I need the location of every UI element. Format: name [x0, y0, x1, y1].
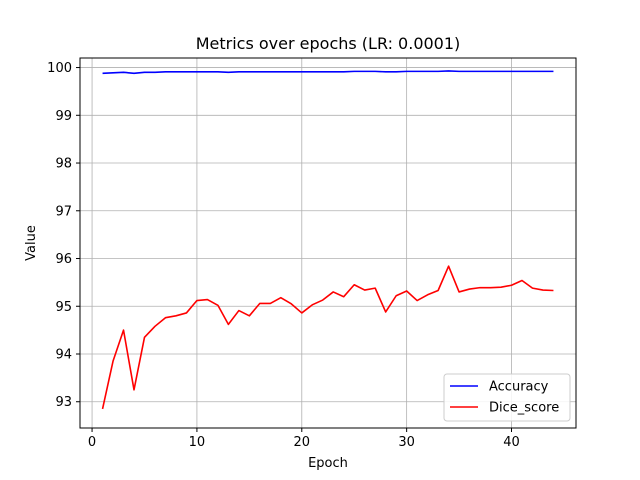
x-tick-label: 10 [189, 435, 206, 450]
axis-ticks: 0 10 20 30 40 93 94 95 96 97 98 99 100 [47, 61, 520, 450]
series-line-dice-score [101, 265, 554, 410]
y-axis-title: Value [24, 225, 39, 261]
y-tick-label: 93 [55, 395, 72, 410]
y-tick-label: 96 [55, 252, 72, 267]
y-tick-label: 95 [55, 300, 72, 315]
plot-area [80, 58, 576, 428]
plot-frame [79, 57, 577, 429]
legend-label-accuracy: Accuracy [489, 380, 549, 395]
x-tick-label: 0 [88, 435, 96, 450]
legend-label-dice-score: Dice_score [489, 401, 559, 416]
x-tick-label: 40 [503, 435, 520, 450]
y-tick-label: 94 [55, 348, 72, 363]
y-tick-label: 98 [55, 157, 72, 172]
series-line-accuracy [102, 70, 554, 75]
x-tick-label: 30 [398, 435, 415, 450]
x-axis-title: Epoch [308, 456, 348, 471]
grid-lines [80, 58, 576, 428]
y-tick-label: 97 [55, 204, 72, 219]
chart-title: Metrics over epochs (LR: 0.0001) [196, 34, 461, 53]
series-layer [101, 70, 554, 410]
legend: Accuracy Dice_score [443, 373, 571, 422]
y-tick-label: 100 [47, 61, 72, 76]
x-tick-label: 20 [294, 435, 311, 450]
y-tick-label: 99 [55, 109, 72, 124]
